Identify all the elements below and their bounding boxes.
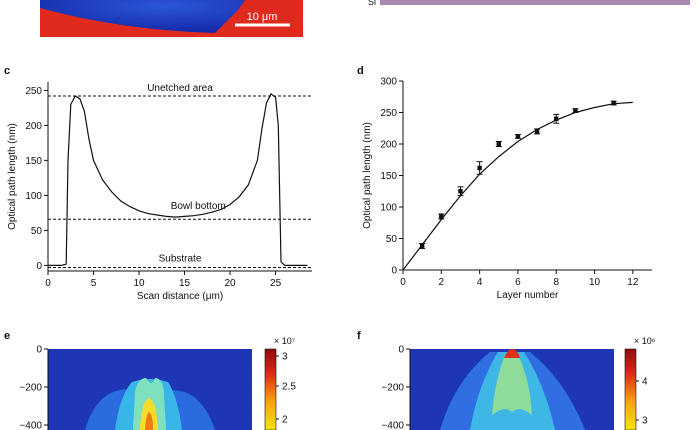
top-right-partial-label: Sl	[368, 0, 376, 7]
panel-c-reference-label: Unetched area	[147, 83, 213, 94]
top-right-band	[380, 0, 690, 5]
panel-f-y-tick-label: −200	[381, 383, 404, 394]
panel-e-contour-peak	[145, 412, 153, 430]
scale-bar-label: 10 μm	[247, 11, 278, 23]
panel-d-x-tick-label: 10	[589, 277, 601, 288]
panel-d-fit-curve	[402, 101, 633, 271]
panel-f-colorbar-exponent: × 10⁶	[634, 336, 656, 346]
chart-panel-e: 0 −200 −400 × 10⁷ 3 2.5 2	[19, 336, 296, 430]
panel-d-data-point	[439, 214, 444, 219]
panel-d-y-tick-label: 100	[380, 203, 397, 214]
panel-c-x-tick-label: 5	[91, 278, 97, 289]
panel-e-colorbar-tick-label: 2	[282, 415, 288, 426]
top-right-strip: Sl	[368, 0, 690, 7]
panel-c-reference-label: Bowl bottom	[171, 201, 226, 212]
panel-d-x-tick-label: 8	[553, 277, 559, 288]
panel-d-data-point	[573, 108, 578, 113]
panel-d-data-point	[554, 116, 559, 121]
chart-panel-f: 0 −200 −400 × 10⁶ 4 3	[381, 336, 656, 430]
panel-d-y-tick-label: 50	[386, 234, 398, 245]
panel-f-colorbar-tick-label: 4	[642, 377, 648, 388]
panel-d-x-tick-label: 0	[400, 277, 406, 288]
panel-d-x-axis-title: Layer number	[497, 290, 559, 301]
panel-label-d: d	[357, 65, 364, 77]
panel-d-data-point	[515, 134, 521, 139]
panel-e-colorbar	[264, 348, 277, 430]
panel-c-profile-line	[48, 92, 308, 266]
panel-d-x-tick-label: 6	[515, 277, 521, 288]
panel-c-y-tick-label: 150	[25, 156, 42, 167]
panel-d-data-point	[534, 129, 540, 134]
panel-f-contour-inner	[492, 355, 532, 415]
top-left-bowl-shape	[40, 0, 245, 33]
panel-f-colorbar-tick-label: 3	[642, 416, 648, 427]
panel-e-colorbar-tick-label: 3	[282, 352, 288, 363]
panel-e-y-tick-label: −400	[19, 421, 42, 430]
panel-d-data-point	[477, 165, 482, 171]
panel-label-c: c	[4, 65, 10, 77]
panel-c-y-tick-label: 100	[25, 191, 42, 202]
panel-c-y-tick-label: 250	[25, 86, 42, 97]
panel-c-x-tick-label: 10	[133, 278, 145, 289]
panel-c-x-tick-label: 0	[45, 278, 51, 289]
panel-d-y-tick-label: 300	[380, 77, 397, 88]
panel-c-x-axis-title: Scan distance (μm)	[137, 291, 223, 302]
panel-e-colorbar-exponent: × 10⁷	[274, 336, 295, 346]
panel-e-y-tick-label: −200	[19, 383, 42, 394]
panel-c-y-tick-label: 200	[25, 121, 42, 132]
panel-f-y-tick-label: −400	[381, 421, 404, 430]
top-left-image: 10 μm	[40, 0, 303, 37]
chart-panel-d: 0 2 4 6 8 10 12 0 50 100 150 200 250 300 Layer number O…	[362, 77, 652, 301]
panel-c-y-axis-title: Optical path length (nm)	[7, 123, 18, 230]
panel-d-data-point	[419, 243, 425, 249]
panel-label-f: f	[357, 330, 361, 342]
panel-label-e: e	[4, 330, 10, 342]
panel-d-x-tick-label: 12	[627, 277, 639, 288]
panel-d-y-tick-label: 200	[380, 140, 397, 151]
panel-c-reference-label: Substrate	[159, 254, 202, 265]
panel-d-x-tick-label: 4	[477, 277, 483, 288]
panel-f-y-tick-label: 0	[398, 345, 404, 356]
panel-d-y-tick-label: 150	[380, 171, 397, 182]
panel-f-colorbar	[624, 348, 637, 430]
panel-c-y-tick-label: 50	[31, 226, 43, 237]
panel-c-x-tick-label: 25	[270, 278, 282, 289]
panel-d-y-tick-label: 0	[391, 266, 397, 277]
panel-d-data-point	[611, 100, 616, 106]
panel-c-y-tick-label: 0	[36, 261, 42, 272]
panel-d-y-tick-label: 250	[380, 108, 397, 119]
panel-d-data-point	[496, 141, 501, 147]
panel-d-y-axis-title: Optical path length (nm)	[362, 122, 373, 229]
panel-e-colorbar-tick-label: 2.5	[282, 382, 296, 393]
panel-e-y-tick-label: 0	[36, 345, 42, 356]
panel-d-x-tick-label: 2	[439, 277, 445, 288]
panel-d-data-point	[458, 189, 463, 194]
panel-c-x-tick-label: 20	[225, 278, 237, 289]
panel-c-x-tick-label: 15	[179, 278, 191, 289]
panel-f-contour-peak	[504, 349, 520, 358]
